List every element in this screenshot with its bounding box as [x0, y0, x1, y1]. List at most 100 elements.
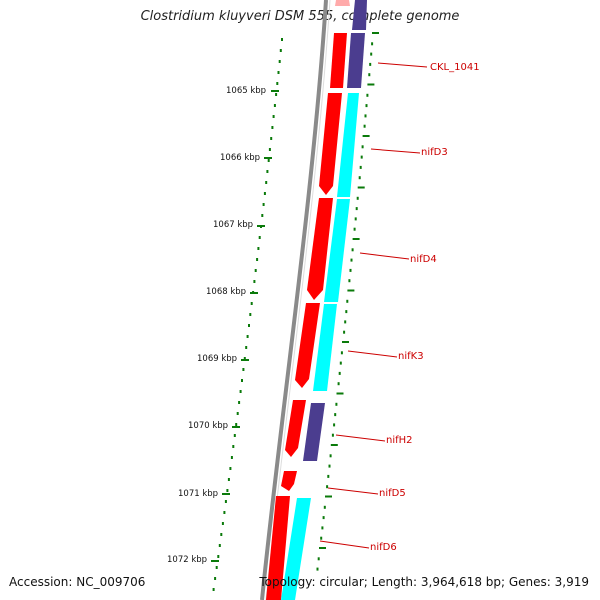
gene-block[interactable] [330, 33, 347, 88]
outer-minor-tick [320, 536, 323, 540]
scale-dot [281, 38, 283, 41]
scale-dots [212, 38, 283, 591]
forward-strand-genes [266, 0, 350, 600]
gene-block[interactable] [295, 303, 320, 388]
scale-dot [236, 412, 239, 415]
outer-minor-tick [363, 124, 366, 128]
outer-minor-tick [350, 258, 353, 262]
gene-block[interactable] [281, 498, 311, 600]
scale-dot [227, 478, 230, 481]
outer-minor-tick [343, 330, 346, 334]
outer-minor-tick [371, 42, 374, 46]
gene-label-nifd5[interactable]: nifD5 [379, 488, 406, 499]
gene-block[interactable] [266, 496, 290, 600]
tick-label: 1072 kbp [167, 555, 207, 565]
outer-minor-tick [356, 196, 359, 200]
outer-minor-tick [361, 145, 364, 149]
scale-dot [226, 489, 229, 492]
gene-block[interactable] [324, 199, 350, 302]
accession-text: Accession: NC_009706 [9, 575, 146, 589]
outer-minor-tick [317, 557, 320, 561]
outer-minor-tick [351, 248, 354, 252]
gene-block[interactable] [337, 93, 359, 197]
gene-block[interactable] [347, 33, 365, 88]
tick-label: 1066 kbp [220, 153, 260, 163]
kbp-ticks [211, 90, 279, 562]
gene-label-ckl-1041[interactable]: CKL_1041 [430, 62, 480, 73]
outer-major-tick [357, 186, 365, 189]
outer-minor-tick [322, 516, 325, 520]
scale-dot [245, 346, 248, 349]
scale-dot [279, 49, 282, 52]
gene-block[interactable] [281, 471, 297, 491]
scale-dot [262, 203, 265, 206]
outer-major-tick [325, 495, 332, 498]
gene-block[interactable] [313, 304, 337, 391]
outer-major-tick [352, 238, 360, 240]
scale-dot [221, 522, 224, 525]
scale-dot [246, 335, 249, 338]
scale-dot [267, 159, 270, 162]
scale-dot [278, 60, 281, 63]
scale-dot [235, 423, 238, 426]
outer-major-tick [362, 135, 370, 137]
gene-label-nifd4[interactable]: nifD4 [410, 254, 437, 265]
outer-minor-tick [360, 155, 363, 159]
outer-minor-tick [335, 402, 338, 406]
scale-dot [253, 280, 256, 283]
tick-label: 1065 kbp [226, 86, 266, 96]
outer-minor-tick [345, 310, 348, 314]
label-leaders [319, 62, 428, 549]
outer-minor-tick [327, 474, 330, 478]
scale-dot [232, 445, 235, 448]
gene-block[interactable] [307, 198, 333, 300]
outer-minor-tick [337, 382, 340, 386]
scale-dot [263, 192, 266, 195]
topology-text: Topology: circular; Length: 3,964,618 bp… [259, 575, 589, 589]
outer-minor-tick [344, 320, 347, 324]
outer-minor-tick [353, 227, 356, 231]
outer-minor-tick [339, 361, 342, 365]
outer-minor-tick [369, 62, 372, 66]
scale-dot [276, 82, 279, 85]
scale-dot [258, 236, 261, 239]
tick-label: 1071 kbp [178, 489, 218, 499]
scale-dot [275, 93, 278, 96]
outer-minor-tick [323, 505, 326, 509]
outer-minor-tick [348, 279, 351, 283]
outer-major-tick [367, 83, 375, 86]
gene-label-nifd3[interactable]: nifD3 [421, 147, 448, 158]
scale-dot [243, 357, 246, 360]
scale-dot [271, 126, 274, 129]
gene-block[interactable] [335, 0, 350, 6]
outer-major-tick [336, 392, 344, 395]
scale-dot [272, 115, 275, 118]
outer-major-tick [330, 444, 338, 446]
scale-dot [218, 544, 221, 547]
scale-dot [212, 588, 215, 591]
gene-label-nifh2[interactable]: nifH2 [386, 435, 413, 446]
outer-minor-tick [370, 52, 373, 56]
outer-minor-tick [359, 165, 362, 169]
scale-dot [220, 533, 223, 536]
scale-dot [217, 555, 220, 558]
gene-block[interactable] [285, 400, 306, 457]
gene-label-nifd6[interactable]: nifD6 [370, 542, 397, 553]
gene-label-nifk3[interactable]: nifK3 [398, 351, 424, 362]
scale-dot [270, 137, 273, 140]
gene-block[interactable] [319, 93, 342, 195]
gene-block[interactable] [303, 403, 325, 461]
map-title: Clostridium kluyveri DSM 555, complete g… [140, 9, 460, 24]
gene-block[interactable] [352, 0, 367, 30]
tick-label: 1067 kbp [213, 220, 253, 230]
scale-dot [241, 379, 243, 382]
outer-major-tick [347, 289, 355, 292]
outer-minor-tick [358, 176, 361, 180]
scale-dot [239, 390, 242, 393]
outer-major-tick [342, 341, 349, 343]
outer-minor-tick [329, 454, 332, 458]
scale-dot [273, 104, 276, 107]
outer-minor-tick [366, 93, 369, 97]
scale-dot [242, 368, 245, 371]
